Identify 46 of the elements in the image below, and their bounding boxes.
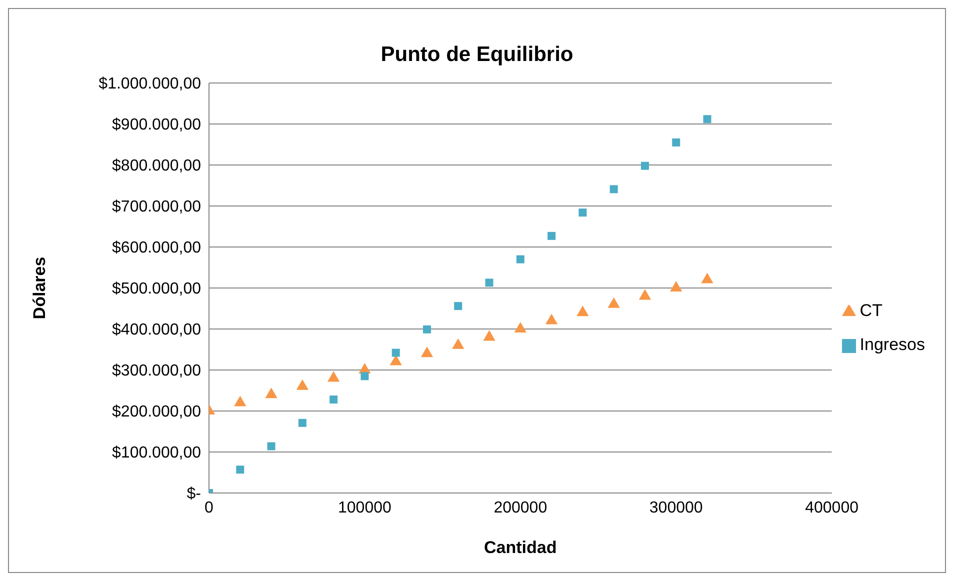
y-tick-label: $1.000.000,00 bbox=[98, 76, 202, 93]
point bbox=[703, 115, 712, 124]
x-tick-label: 0 bbox=[204, 499, 214, 516]
x-tick-label: 400000 bbox=[805, 499, 859, 516]
point bbox=[392, 348, 400, 357]
point bbox=[640, 162, 649, 170]
point bbox=[485, 278, 494, 287]
point bbox=[296, 379, 308, 390]
point bbox=[420, 346, 434, 358]
y-tick-label: $200.000,00 bbox=[112, 404, 202, 421]
legend-label: Ingresos bbox=[860, 335, 925, 354]
point bbox=[576, 306, 589, 316]
legend-label: CT bbox=[860, 301, 882, 320]
point bbox=[670, 280, 682, 292]
point bbox=[548, 232, 556, 240]
point bbox=[608, 297, 620, 308]
y-axis-title: Dólares bbox=[30, 256, 50, 320]
point bbox=[483, 330, 496, 341]
x-tick-label: 200000 bbox=[494, 499, 548, 516]
point bbox=[514, 322, 526, 333]
point bbox=[452, 338, 464, 349]
x-axis-title: Cantidad bbox=[484, 538, 557, 557]
point bbox=[672, 138, 680, 146]
point bbox=[234, 396, 246, 406]
y-tick-label: $800.000,00 bbox=[112, 158, 202, 175]
point bbox=[701, 272, 714, 284]
y-tick-label: $300.000,00 bbox=[112, 362, 202, 380]
y-tick-label: $100.000,00 bbox=[112, 444, 202, 462]
y-tick-label: $900.000,00 bbox=[112, 116, 202, 134]
point bbox=[516, 255, 524, 264]
y-tick-label: $700.000,00 bbox=[112, 198, 202, 216]
y-tick-label: $500.000,00 bbox=[112, 280, 202, 298]
x-tick-label: 100000 bbox=[338, 499, 392, 516]
point bbox=[638, 289, 652, 300]
point bbox=[454, 302, 462, 310]
point bbox=[610, 185, 618, 194]
point bbox=[545, 314, 558, 324]
point bbox=[327, 371, 340, 382]
point bbox=[265, 388, 278, 398]
x-tick-label: 300000 bbox=[649, 499, 703, 516]
y-tick-label: $- bbox=[186, 486, 201, 503]
point bbox=[422, 325, 431, 334]
point bbox=[578, 208, 587, 217]
chart-title: Punto de Equilibrio bbox=[380, 43, 574, 68]
y-tick-label: $600.000,00 bbox=[112, 240, 202, 257]
y-tick-label: $400.000,00 bbox=[112, 322, 202, 339]
